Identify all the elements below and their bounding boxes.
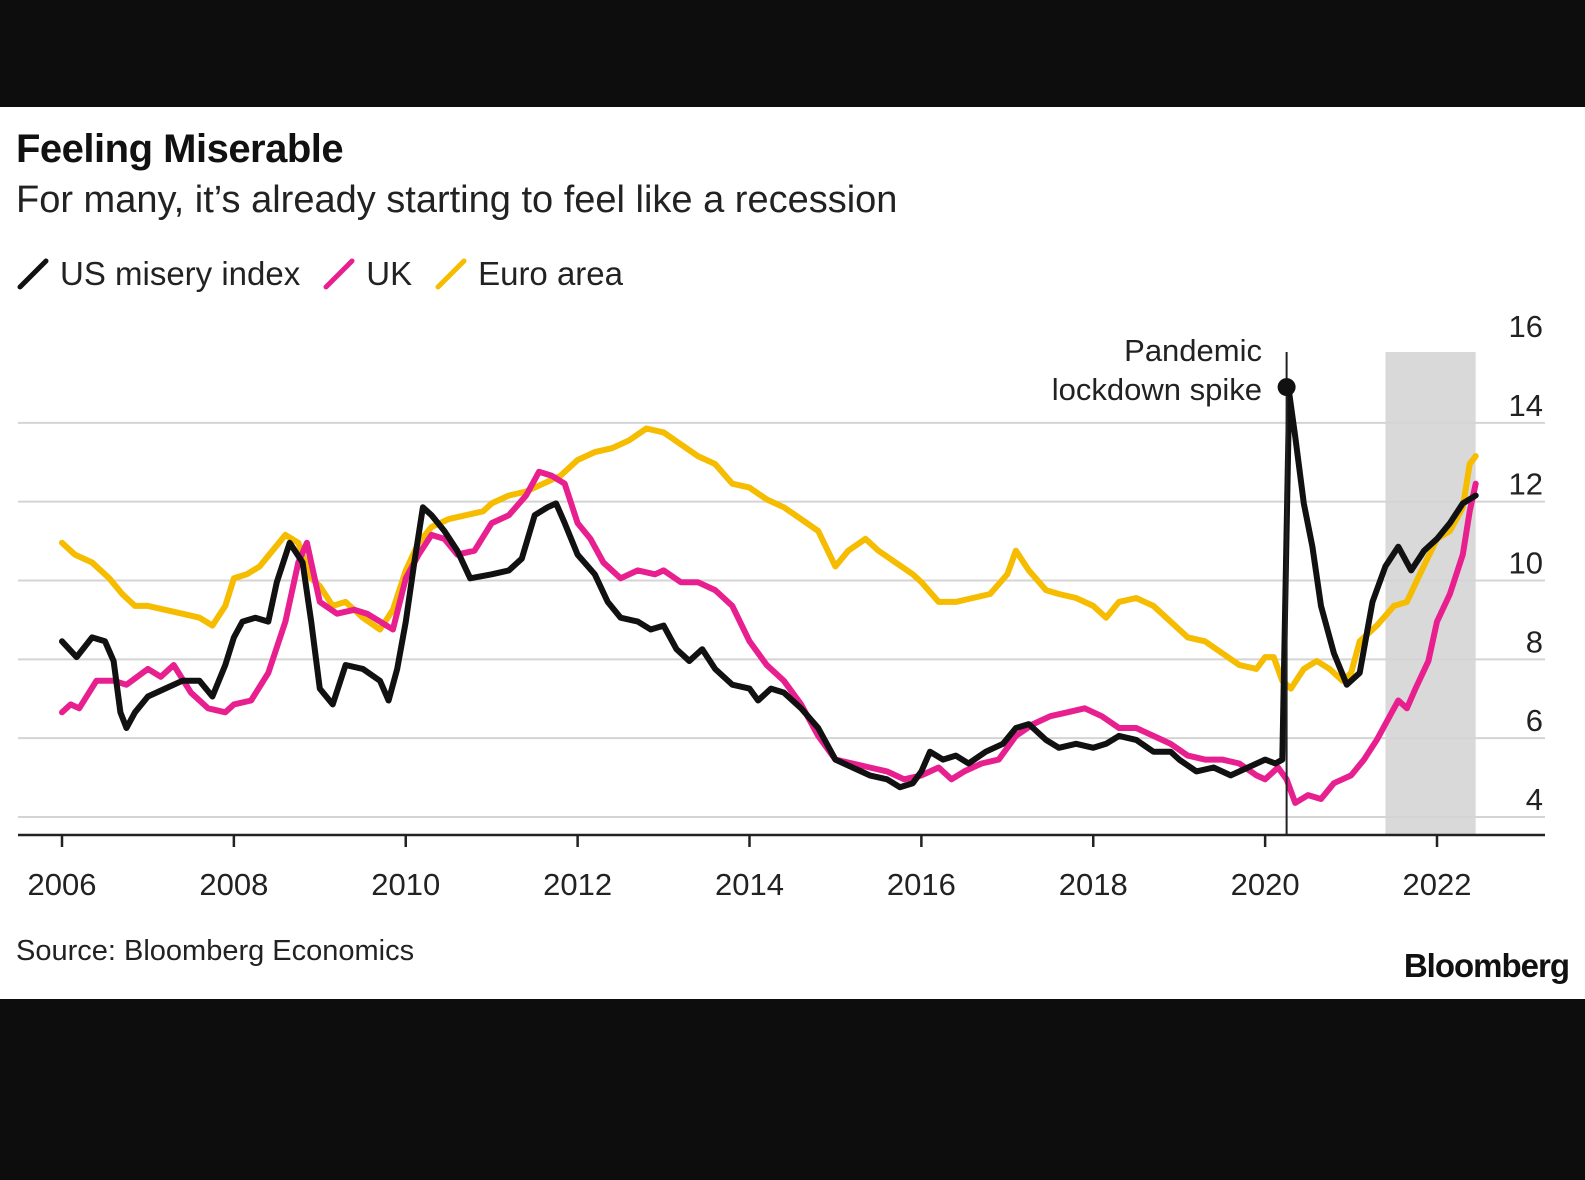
legend-swatch-uk: [323, 258, 355, 290]
x-tick-label-2006: 2006: [28, 867, 97, 902]
legend-item-uk: UK: [322, 255, 412, 293]
legend-swatch-us: [17, 258, 49, 290]
annotation-line2: lockdown spike: [1052, 372, 1262, 407]
y-tick-label-16: 16: [1509, 309, 1543, 344]
x-tick-label-2020: 2020: [1231, 867, 1300, 902]
chart-card: Feeling Miserable For many, it’s already…: [0, 107, 1585, 999]
y-tick-label-10: 10: [1509, 546, 1543, 581]
series-line-us-misery-index: [59, 390, 1479, 791]
y-tick-label-6: 6: [1526, 703, 1543, 738]
source-note: Source: Bloomberg Economics: [16, 935, 415, 967]
legend: US misery index UK Euro area: [16, 255, 645, 293]
legend-label-euro: Euro area: [478, 255, 624, 292]
x-tick-label-2022: 2022: [1403, 867, 1472, 902]
line-chart: 4 6 8 10 12 14 16 2006 2008 2010 2012 2014 2016 2018…: [18, 309, 1545, 902]
bloomberg-logo: Bloomberg: [1403, 947, 1570, 984]
legend-swatch-euro: [435, 258, 467, 290]
bottom-letterbox: [0, 999, 1585, 1180]
x-tick-label-2008: 2008: [199, 867, 268, 902]
series-line-uk: [59, 468, 1479, 806]
x-tick-label-2012: 2012: [543, 867, 612, 902]
y-tick-label-12: 12: [1509, 467, 1543, 502]
x-tick-label-2010: 2010: [371, 867, 440, 902]
shaded-region: [1385, 352, 1476, 835]
x-tick-label-2016: 2016: [887, 867, 956, 902]
x-tick-label-2018: 2018: [1059, 867, 1128, 902]
top-letterbox: [0, 0, 1585, 107]
annotation-marker: [1277, 378, 1296, 397]
legend-label-uk: UK: [366, 255, 413, 292]
chart-title: Feeling Miserable: [16, 127, 344, 171]
x-tick-label-2014: 2014: [715, 867, 784, 902]
legend-label-us: US misery index: [60, 255, 301, 292]
legend-item-us: US misery index: [16, 255, 300, 293]
y-tick-label-14: 14: [1509, 388, 1543, 423]
legend-item-euro: Euro area: [434, 255, 623, 293]
chart-subtitle: For many, it’s already starting to feel …: [16, 179, 898, 221]
annotation-line1: Pandemic: [1124, 333, 1262, 368]
y-tick-label-8: 8: [1526, 624, 1543, 659]
y-tick-label-4: 4: [1526, 782, 1543, 817]
